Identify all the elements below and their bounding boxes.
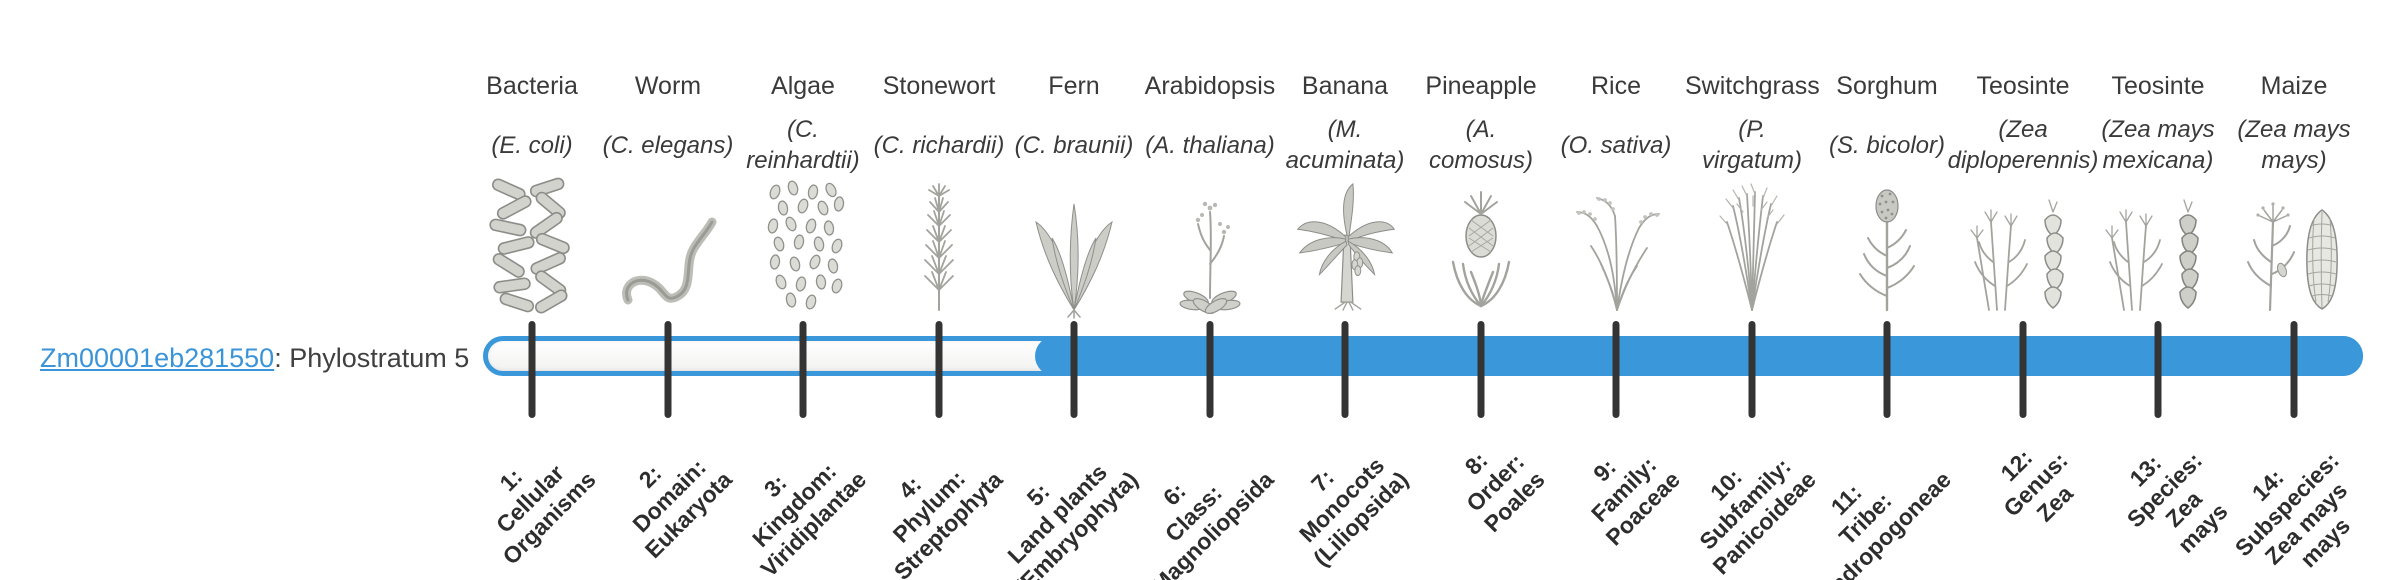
organism-species: (C. braunii) bbox=[1014, 131, 1134, 159]
phylostratum-tick bbox=[935, 321, 943, 418]
organism-column: Worm (C. elegans) bbox=[601, 72, 735, 326]
organism-species: (Zea mays mexicana) bbox=[2101, 116, 2215, 174]
teosinte-illustration bbox=[1956, 180, 2090, 312]
organism-species: (C. richardii) bbox=[873, 131, 1005, 159]
rice-illustration bbox=[1549, 180, 1683, 312]
organism-column: Bacteria (E. coli) bbox=[465, 72, 599, 314]
phylostratum-tick bbox=[1883, 321, 1891, 418]
organism-column: Arabidopsis (A. thaliana) bbox=[1143, 72, 1277, 314]
organism-name: Fern bbox=[1048, 72, 1100, 100]
organism-species: (P. virgatum) bbox=[1701, 116, 1803, 174]
phylostratum-label: 9: Family: Poaceae bbox=[1585, 451, 1685, 551]
organism-name: Sorghum bbox=[1836, 72, 1938, 100]
organism-species: (A. comosus) bbox=[1428, 116, 1534, 174]
organism-species: (C. reinhardtii) bbox=[746, 116, 860, 174]
gene-id-link[interactable]: Zm00001eb281550 bbox=[40, 343, 275, 373]
phylostratum-tick bbox=[799, 321, 807, 418]
phylostratum-label: 12: Genus: Zea bbox=[1995, 444, 2078, 527]
organism-column: Maize (Zea mays mays) bbox=[2227, 72, 2361, 312]
arabidopsis-illustration bbox=[1143, 180, 1277, 314]
phylostratum-label: 3: Kingdom: Viridiplantae bbox=[747, 457, 872, 580]
banana-illustration bbox=[1278, 180, 1412, 312]
pineapple-illustration bbox=[1414, 180, 1548, 312]
bacteria-illustration bbox=[465, 177, 599, 314]
phylostratum-label: 1: Cellular Organisms bbox=[490, 459, 601, 570]
organism-column: Banana (M. acuminata) bbox=[1278, 72, 1412, 312]
gene-annotation: : Phylostratum 5 bbox=[274, 343, 470, 373]
fern-illustration bbox=[1007, 180, 1141, 319]
phylostratum-label: 4: Phylum: Streptophyta bbox=[887, 465, 1008, 580]
organism-column: Teosinte (Zea diploperennis) bbox=[1947, 72, 2099, 312]
phylostratum-label: 2: Domain: Eukaryota bbox=[627, 453, 737, 564]
phylostratum-label: 14: Subspecies: Zea mays mays bbox=[2229, 447, 2355, 573]
phylostratum-label: 5: Land plants (Embryophyta) bbox=[1002, 458, 1143, 580]
phylostratum-tick bbox=[1748, 321, 1756, 418]
organism-name: Teosinte bbox=[2111, 72, 2205, 100]
worm-illustration bbox=[601, 180, 735, 326]
phylostratum-tick bbox=[664, 321, 672, 418]
organism-name: Switchgrass bbox=[1685, 72, 1820, 100]
sorghum-illustration bbox=[1820, 180, 1954, 312]
phylostratum-tick bbox=[1070, 321, 1078, 418]
organism-column: Fern (C. braunii) bbox=[1007, 72, 1141, 319]
maize-illustration bbox=[2227, 180, 2361, 312]
organism-name: Rice bbox=[1590, 72, 1641, 100]
organism-name: Teosinte bbox=[1976, 72, 2070, 100]
organism-column: Stonewort (C. richardii) bbox=[872, 72, 1006, 312]
switchgrass-illustration bbox=[1685, 180, 1819, 312]
phylostratum-tick bbox=[2019, 321, 2027, 418]
phylostratum-tick bbox=[1477, 321, 1485, 418]
organism-name: Stonewort bbox=[882, 72, 996, 100]
organism-species: (S. bicolor) bbox=[1828, 131, 1946, 159]
phylostratum-tick bbox=[1612, 321, 1620, 418]
phylostrata-bar-track bbox=[483, 336, 2363, 376]
phylostrata-bar-fill bbox=[1035, 336, 2363, 376]
gene-label: Zm00001eb281550: Phylostratum 5 bbox=[40, 340, 469, 376]
organism-species: (M. acuminata) bbox=[1285, 116, 1405, 174]
organism-column: Rice (O. sativa) bbox=[1549, 72, 1683, 312]
organism-name: Worm bbox=[634, 72, 702, 100]
organism-column: Algae (C. reinhardtii) bbox=[736, 72, 870, 312]
organism-species: (A. thaliana) bbox=[1145, 131, 1275, 159]
organism-species: (Zea diploperennis) bbox=[1947, 116, 2099, 174]
organism-name: Banana bbox=[1301, 72, 1389, 100]
phylostratum-label: 13: Species: Zea mays bbox=[2122, 447, 2234, 558]
organism-name: Arabidopsis bbox=[1144, 72, 1276, 100]
phylostratum-tick bbox=[528, 321, 536, 418]
organism-species: (Zea mays mays) bbox=[2237, 116, 2351, 174]
organism-name: Bacteria bbox=[486, 72, 578, 100]
stonewort-illustration bbox=[872, 180, 1006, 312]
organism-species: (O. sativa) bbox=[1560, 131, 1672, 159]
phylostratum-label: 6: Class: Magnoliopsida bbox=[1146, 466, 1279, 580]
phylostratum-label: 7: Monocots (Liliopsida) bbox=[1294, 452, 1414, 572]
organism-species: (C. elegans) bbox=[602, 131, 734, 159]
phylostratum-tick bbox=[1206, 321, 1214, 418]
phylostratum-tick bbox=[1341, 321, 1349, 418]
algae-illustration bbox=[736, 180, 870, 312]
organism-name: Algae bbox=[771, 72, 835, 100]
phylostratum-tick bbox=[2290, 321, 2298, 418]
phylostratum-tick bbox=[2154, 321, 2162, 418]
organism-column: Switchgrass (P. virgatum) bbox=[1685, 72, 1820, 312]
teosinte-illustration bbox=[2091, 180, 2225, 312]
organism-name: Maize bbox=[2260, 72, 2328, 100]
organism-column: Teosinte (Zea mays mexicana) bbox=[2091, 72, 2225, 312]
organism-species: (E. coli) bbox=[491, 131, 573, 159]
organism-column: Sorghum (S. bicolor) bbox=[1820, 72, 1954, 312]
phylostratum-label: 8: Order: Poales bbox=[1459, 446, 1550, 538]
organism-name: Pineapple bbox=[1425, 72, 1537, 100]
organism-column: Pineapple (A. comosus) bbox=[1414, 72, 1548, 312]
